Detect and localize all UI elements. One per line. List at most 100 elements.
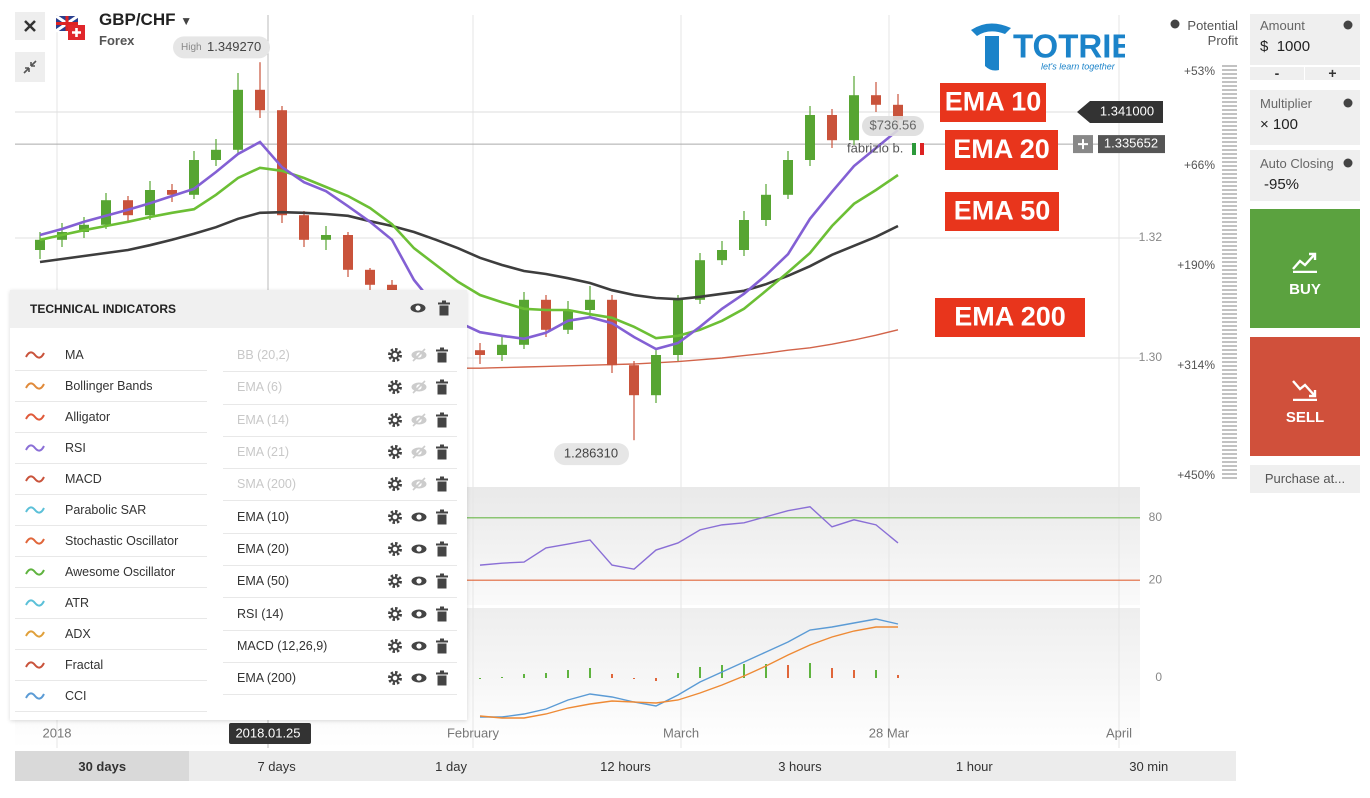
visibility-icon[interactable] <box>410 638 428 654</box>
timeframe-option[interactable]: 12 hours <box>600 758 651 774</box>
icon-part <box>390 512 400 521</box>
settings-icon[interactable] <box>387 670 403 686</box>
delete-icon[interactable] <box>435 509 449 525</box>
active-indicator-label: EMA (10) <box>237 509 290 524</box>
visibility-icon[interactable] <box>410 606 428 622</box>
info-icon[interactable] <box>1170 19 1180 29</box>
info-icon[interactable] <box>1343 158 1353 168</box>
sell-button[interactable]: SELL <box>1250 337 1360 456</box>
increase-button[interactable]: + <box>1305 65 1360 80</box>
active-indicator[interactable]: EMA (6) <box>223 371 457 405</box>
active-indicator[interactable]: MACD (12,26,9) <box>223 630 457 663</box>
purchase-at-button[interactable]: Purchase at... <box>1250 465 1360 493</box>
timeframe-option[interactable]: 7 days <box>257 758 296 774</box>
settings-icon[interactable] <box>387 444 403 460</box>
indicator-name: CCI <box>65 688 87 703</box>
delete-icon[interactable] <box>435 638 449 654</box>
timeframe-option[interactable]: 30 days <box>15 751 190 781</box>
macd-histogram-bar <box>699 667 701 678</box>
active-indicator[interactable]: SMA (200) <box>223 468 457 502</box>
delete-icon[interactable] <box>435 670 449 686</box>
visibility-icon[interactable] <box>410 541 428 557</box>
macd-histogram-bar <box>611 674 613 678</box>
settings-icon[interactable] <box>387 606 403 622</box>
settings-icon[interactable] <box>387 412 403 428</box>
visibility-icon[interactable] <box>410 476 428 492</box>
active-indicator[interactable]: EMA (50) <box>223 565 457 599</box>
delete-icon[interactable] <box>435 476 449 492</box>
candle-body <box>79 224 89 232</box>
settings-icon[interactable] <box>387 638 403 654</box>
visibility-icon[interactable] <box>409 300 427 316</box>
info-icon[interactable] <box>1343 98 1353 108</box>
settings-icon[interactable] <box>387 573 403 589</box>
delete-icon[interactable] <box>435 444 449 460</box>
timeframe-option[interactable]: 1 hour <box>955 758 993 774</box>
amount-box[interactable]: Amount $ 1000 - + <box>1250 14 1360 80</box>
visibility-icon[interactable] <box>410 670 428 686</box>
active-indicator[interactable]: EMA (10) <box>223 501 457 534</box>
visibility-icon[interactable] <box>410 379 428 395</box>
active-indicator[interactable]: BB (20,2) <box>223 339 457 373</box>
icon-part <box>25 629 45 638</box>
timeframe-option[interactable]: 1 day <box>435 758 467 774</box>
ema-annotation-box <box>945 130 1058 170</box>
delete-icon[interactable] <box>435 379 449 395</box>
indicator-option[interactable]: Fractal <box>15 649 207 681</box>
decrease-button[interactable]: - <box>1250 65 1305 80</box>
macd-histogram-bar <box>589 668 591 678</box>
visibility-icon[interactable] <box>410 347 428 363</box>
settings-icon[interactable] <box>387 379 403 395</box>
indicator-option[interactable]: Stochastic Oscillator <box>15 525 207 557</box>
icon-part <box>439 305 449 316</box>
indicator-option[interactable]: ATR <box>15 587 207 619</box>
settings-icon[interactable] <box>387 509 403 525</box>
close-button[interactable] <box>15 12 45 40</box>
symbol[interactable]: GBP/CHF ▼ <box>99 10 192 30</box>
delete-icon[interactable] <box>435 412 449 428</box>
visibility-icon[interactable] <box>410 444 428 460</box>
multiplier-box[interactable]: Multiplier × 100 <box>1250 90 1360 145</box>
delete-icon[interactable] <box>437 300 451 316</box>
indicator-option[interactable]: MA <box>15 339 207 371</box>
indicator-option[interactable]: CCI <box>15 680 207 712</box>
icon-part <box>437 384 447 395</box>
icon-part <box>388 671 402 686</box>
indicator-option[interactable]: Parabolic SAR <box>15 494 207 526</box>
buy-button[interactable]: BUY <box>1250 209 1360 328</box>
delete-icon[interactable] <box>435 541 449 557</box>
active-indicator[interactable]: RSI (14) <box>223 597 457 631</box>
indicator-option[interactable]: ADX <box>15 618 207 650</box>
auto-closing-box[interactable]: Auto Closing -95% <box>1250 150 1360 201</box>
icon-part <box>388 574 402 589</box>
settings-icon[interactable] <box>387 541 403 557</box>
visibility-icon[interactable] <box>410 509 428 525</box>
indicator-option[interactable]: Bollinger Bands <box>15 370 207 402</box>
active-indicator[interactable]: EMA (21) <box>223 436 457 470</box>
delete-icon[interactable] <box>435 573 449 589</box>
delete-icon[interactable] <box>435 606 449 622</box>
candle-body <box>255 89 265 111</box>
active-indicator[interactable]: EMA (20) <box>223 533 457 567</box>
settings-icon[interactable] <box>387 347 403 363</box>
visibility-icon[interactable] <box>410 573 428 589</box>
visibility-icon[interactable] <box>410 412 428 428</box>
indicator-option[interactable]: MACD <box>15 463 207 495</box>
timeframe-option[interactable]: 30 min <box>1129 758 1169 774</box>
minimize-button[interactable] <box>15 52 45 82</box>
info-icon[interactable] <box>1343 20 1353 30</box>
indicator-option[interactable]: RSI <box>15 432 207 464</box>
delete-icon[interactable] <box>435 347 449 363</box>
indicator-icon <box>15 441 65 455</box>
indicator-option[interactable]: Awesome Oscillator <box>15 556 207 588</box>
icon-part <box>440 541 444 544</box>
active-indicator[interactable]: EMA (200) <box>223 662 457 696</box>
indicator-name: Bollinger Bands <box>65 378 153 393</box>
settings-icon[interactable] <box>387 476 403 492</box>
icon-part <box>440 347 444 350</box>
candle-body <box>277 110 287 216</box>
x-tick-label: February <box>447 725 500 740</box>
timeframe-option[interactable]: 3 hours <box>778 758 822 774</box>
active-indicator[interactable]: EMA (14) <box>223 404 457 437</box>
indicator-option[interactable]: Alligator <box>15 401 207 433</box>
